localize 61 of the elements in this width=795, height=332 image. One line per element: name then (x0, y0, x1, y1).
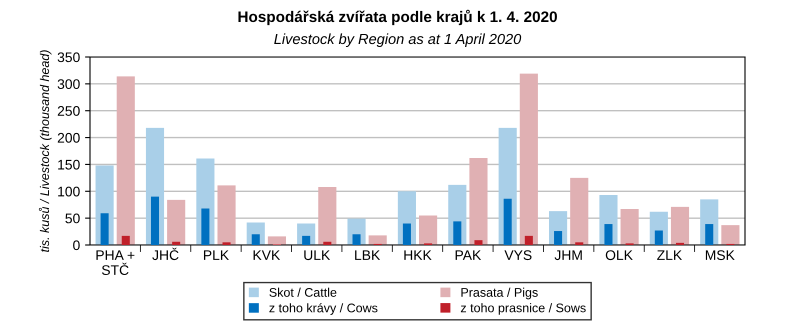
y-tick-label: 100 (58, 186, 80, 196)
bar (604, 224, 612, 245)
bar (575, 242, 584, 245)
chart-subtitle: Livestock by Region as at 1 April 2020 (274, 33, 522, 48)
bar (167, 200, 186, 245)
bar (524, 236, 533, 245)
bar (469, 158, 488, 245)
bar (474, 240, 482, 245)
bar (670, 206, 690, 245)
x-tick-label: ZLK (657, 250, 682, 260)
bar (222, 242, 231, 245)
bar (201, 208, 210, 245)
x-tick-label: JHČ (152, 248, 179, 260)
bar (122, 236, 130, 245)
bar (252, 234, 260, 245)
bar (504, 198, 512, 245)
x-tick-label: OLK (606, 250, 633, 260)
bar (217, 185, 236, 245)
y-tick-label: 0 (73, 240, 80, 250)
y-tick-label: 200 (58, 132, 80, 143)
x-tick-label: HKK (404, 250, 432, 260)
x-tick-label: MSK (706, 250, 735, 260)
bar (116, 76, 135, 245)
bar (721, 225, 740, 245)
x-tick-label: PAK (456, 250, 482, 260)
bar (352, 234, 361, 245)
bar (368, 235, 387, 245)
y-tick-label: 150 (58, 160, 80, 170)
bar (100, 213, 109, 245)
bar (318, 186, 336, 245)
chart-title: Hospodářská zvířata podle krajů k 1. 4. 2020 (238, 10, 557, 26)
bar (419, 215, 438, 245)
bar (268, 236, 286, 245)
legend-label: Skot / Cattle (269, 288, 336, 297)
y-tick-label: 250 (58, 106, 80, 116)
bar (554, 231, 562, 245)
bar (705, 224, 714, 245)
y-tick-label: 350 (58, 52, 80, 62)
bar (570, 178, 588, 245)
x-tick-label: KVK (254, 250, 280, 260)
x-tick-label: LBK (355, 250, 380, 260)
x-tick-label: ULK (304, 250, 330, 260)
bar (620, 209, 639, 245)
x-tick-label: PLK (204, 250, 229, 260)
y-axis-title: tis. kusů / Livestock (thousand head) (38, 50, 52, 252)
legend-label: Prasata / Pigs (461, 288, 538, 300)
bar (323, 242, 332, 245)
y-tick-label: 300 (58, 79, 80, 90)
bar (302, 236, 310, 245)
bar (453, 221, 462, 245)
x-tick-label: JHM (554, 250, 582, 260)
bar (402, 224, 411, 245)
legend-label: z toho prasnice / Sows (460, 303, 586, 315)
bar (172, 242, 180, 245)
bar (520, 74, 538, 245)
bar (150, 196, 160, 245)
x-tick-label: VYS (504, 250, 532, 260)
legend-label: z toho krávy / Cows (269, 303, 378, 315)
y-tick-label: 50 (65, 213, 80, 224)
bar (654, 230, 663, 245)
x-tick-label: PHA + STČ (96, 250, 134, 276)
